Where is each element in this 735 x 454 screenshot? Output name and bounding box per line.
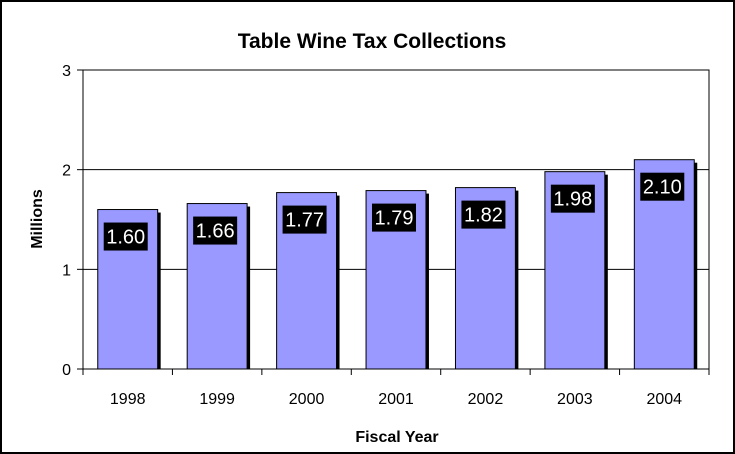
x-tick-label: 2004 [646, 391, 682, 408]
data-label-box [282, 205, 327, 234]
axes [82, 70, 709, 370]
data-label-box [103, 222, 148, 251]
data-label-box [640, 172, 685, 201]
data-label: 1.66 [196, 221, 235, 243]
y-tick-label: 0 [62, 362, 71, 379]
data-label: 1.60 [106, 227, 145, 249]
data-label: 2.10 [643, 177, 682, 199]
x-tick-label: 2003 [557, 391, 593, 408]
x-tick-label: 1998 [110, 391, 146, 408]
data-label-box [193, 216, 238, 245]
data-label: 1.79 [375, 208, 414, 230]
data-label-box [550, 184, 595, 213]
data-label-box [372, 203, 416, 232]
data-label: 1.98 [553, 189, 592, 211]
x-tick-label: 1999 [199, 391, 235, 408]
x-tick-label: 2002 [468, 391, 504, 408]
chart-title: Table Wine Tax Collections [238, 30, 507, 53]
data-labels: 1.60 1.66 1.77 1.79 1.82 1.98 2.10 [103, 172, 685, 251]
data-label: 1.77 [285, 210, 324, 232]
data-label-box [461, 200, 506, 229]
y-tick-label: 3 [62, 63, 71, 80]
x-tick-label: 2000 [289, 391, 325, 408]
y-axis-ticks: 0 1 2 3 [62, 63, 83, 379]
y-tick-label: 1 [62, 262, 71, 279]
data-label: 1.82 [464, 205, 503, 227]
x-axis-ticks: 1998 1999 2000 2001 2002 2003 2004 [82, 369, 710, 408]
y-axis-title: Millions [29, 189, 46, 249]
x-tick-label: 2001 [378, 391, 414, 408]
x-axis-title: Fiscal Year [355, 429, 438, 446]
y-tick-label: 2 [62, 163, 71, 180]
